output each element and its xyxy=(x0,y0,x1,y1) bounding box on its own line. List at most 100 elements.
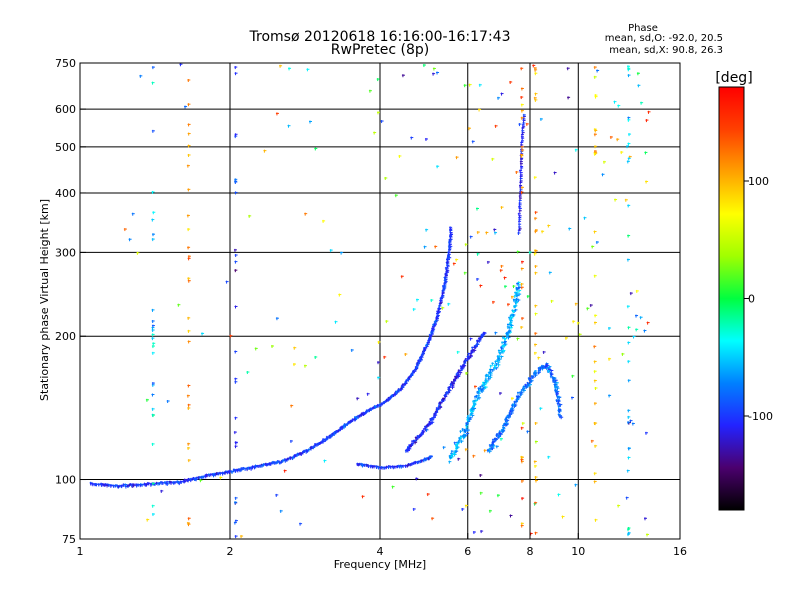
data-point xyxy=(594,230,596,234)
data-point xyxy=(473,402,475,406)
data-point xyxy=(522,131,524,135)
data-point xyxy=(125,485,127,489)
data-point xyxy=(334,431,336,435)
data-point xyxy=(188,459,190,463)
data-point xyxy=(152,345,154,349)
data-point xyxy=(520,191,522,195)
data-point xyxy=(632,422,634,426)
data-point xyxy=(463,433,465,437)
data-point xyxy=(449,234,451,238)
data-point xyxy=(529,383,531,387)
data-point xyxy=(437,314,439,318)
data-point xyxy=(471,409,473,413)
data-point xyxy=(152,442,154,446)
data-point xyxy=(377,376,379,380)
data-point xyxy=(620,151,622,155)
data-point xyxy=(485,378,487,382)
data-point xyxy=(293,363,295,367)
data-point xyxy=(285,458,287,462)
data-point xyxy=(387,398,389,402)
data-point xyxy=(436,310,438,314)
data-point xyxy=(463,435,465,439)
data-point xyxy=(113,484,115,488)
data-point xyxy=(457,446,459,450)
data-point xyxy=(432,323,434,327)
data-point xyxy=(206,474,208,478)
data-point xyxy=(94,483,96,487)
data-point xyxy=(552,379,554,383)
data-point xyxy=(229,334,231,338)
data-point xyxy=(445,392,447,396)
data-point xyxy=(197,476,199,480)
data-point xyxy=(506,331,508,335)
data-point xyxy=(520,160,522,164)
phase-stats-o: mean, sd,O: -92.0, 20.5 xyxy=(605,33,723,44)
data-point xyxy=(427,339,429,343)
data-point xyxy=(280,509,282,513)
data-point xyxy=(433,413,435,417)
data-point xyxy=(235,133,237,137)
data-point xyxy=(350,419,352,423)
data-point xyxy=(645,180,647,184)
data-point xyxy=(485,231,487,235)
data-point xyxy=(391,394,393,398)
data-point xyxy=(516,292,518,296)
data-point xyxy=(490,374,492,378)
data-point xyxy=(497,357,499,361)
data-point xyxy=(522,122,524,126)
data-point xyxy=(627,469,629,473)
data-point xyxy=(110,484,112,488)
data-point xyxy=(152,81,154,85)
data-point xyxy=(255,347,257,351)
data-point xyxy=(520,154,522,158)
data-point xyxy=(235,496,237,500)
data-point xyxy=(240,467,242,471)
data-point xyxy=(502,424,504,428)
data-point xyxy=(542,366,544,370)
data-point xyxy=(416,461,418,465)
data-point xyxy=(542,365,544,369)
data-point xyxy=(559,403,561,407)
data-point xyxy=(187,316,189,320)
data-point xyxy=(575,302,577,306)
data-point xyxy=(535,312,537,316)
data-point xyxy=(356,397,358,401)
data-point xyxy=(322,438,324,442)
data-point xyxy=(508,329,510,333)
data-point xyxy=(531,375,533,379)
data-point xyxy=(471,414,473,418)
data-point xyxy=(102,483,104,487)
data-point xyxy=(436,407,438,411)
data-point xyxy=(457,457,459,461)
data-point xyxy=(425,228,427,232)
data-point xyxy=(590,304,592,308)
data-point xyxy=(545,363,547,367)
data-point xyxy=(377,78,379,82)
data-point xyxy=(529,378,531,382)
data-point xyxy=(375,405,377,409)
data-point xyxy=(558,413,560,417)
data-point xyxy=(490,447,492,451)
data-point xyxy=(496,445,498,449)
data-point xyxy=(219,472,221,476)
data-point xyxy=(495,434,497,438)
data-point xyxy=(406,464,408,468)
data-point xyxy=(482,384,484,388)
data-point xyxy=(132,212,134,216)
data-point xyxy=(465,504,467,508)
data-point xyxy=(478,392,480,396)
data-point xyxy=(425,458,427,462)
data-point xyxy=(495,362,497,366)
data-point xyxy=(488,371,490,375)
data-point xyxy=(568,227,570,231)
data-point xyxy=(557,493,559,497)
data-point xyxy=(594,66,596,70)
data-point xyxy=(421,459,423,463)
data-point xyxy=(511,295,513,299)
data-point xyxy=(461,366,463,370)
data-point xyxy=(457,371,459,375)
data-point xyxy=(326,435,328,439)
data-point xyxy=(473,531,475,535)
data-point xyxy=(234,416,236,420)
data-point xyxy=(472,454,474,458)
